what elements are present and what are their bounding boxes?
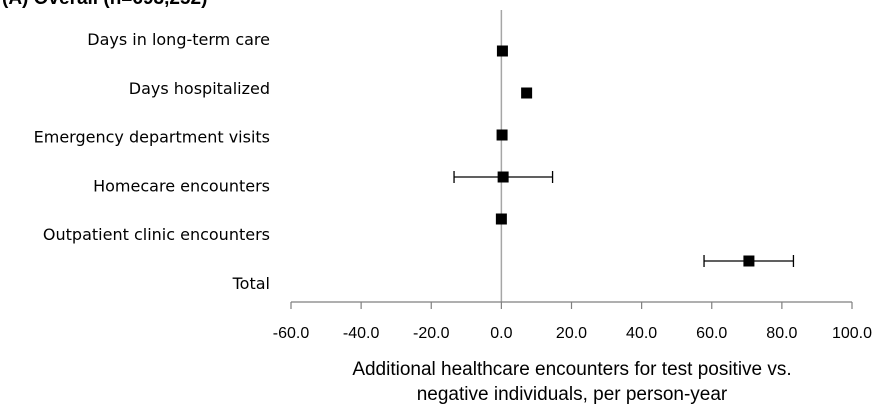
x-axis-title-line-2: negative individuals, per person-year [417,384,728,405]
category-labels: Days in long-term care Days hospitalized E… [34,30,270,293]
x-tick-labels: -60.0 -40.0 -20.0 0.0 20.0 40.0 60.0 80.0 100.0 [273,325,872,342]
data-point-marker [496,45,508,57]
x-tick-label: 60.0 [696,325,727,342]
data-point-marker [497,171,509,183]
x-tick-label: 100.0 [832,325,872,342]
category-label: Total [232,274,270,293]
x-tick-label: -60.0 [273,325,310,342]
x-tick-label: 40.0 [626,325,657,342]
x-tick-label: -40.0 [343,325,380,342]
x-tick-label: 80.0 [766,325,797,342]
category-label: Days hospitalized [129,79,270,98]
x-axis [290,301,853,309]
category-label: Emergency department visits [34,128,270,147]
category-label: Homecare encounters [93,176,270,195]
x-tick-label: 0.0 [490,325,512,342]
category-label: Outpatient clinic encounters [43,225,270,244]
x-tick-label: -20.0 [413,325,450,342]
category-label: Days in long-term care [87,30,270,49]
x-tick-label: 20.0 [556,325,587,342]
data-point-marker [521,87,533,99]
data-point-marker [496,129,508,141]
data-point-marker [495,213,507,225]
data-point-marker [743,255,755,267]
data-points [453,45,795,267]
x-axis-title-line-1: Additional healthcare encounters for tes… [352,359,791,380]
chart-title: (A) Overall (n=693,252) [2,0,207,9]
